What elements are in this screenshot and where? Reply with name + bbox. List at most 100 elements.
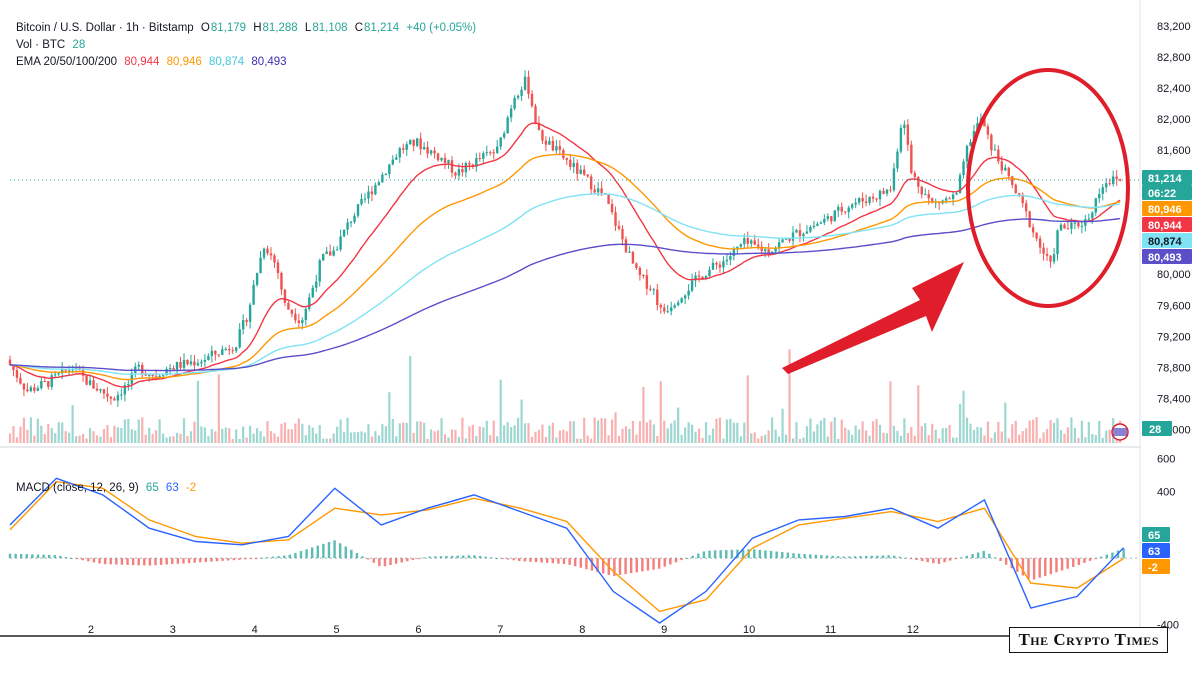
candle-body xyxy=(861,198,864,202)
candle-body xyxy=(325,251,328,255)
volume-bar xyxy=(892,425,896,443)
candle-body xyxy=(377,182,381,185)
macd-hist-bar xyxy=(613,558,616,576)
macd-hist-bar xyxy=(148,558,152,566)
candle-body xyxy=(154,375,158,377)
volume-bar xyxy=(555,437,558,443)
candle-body xyxy=(830,216,833,222)
volume-bar xyxy=(123,419,126,443)
candle-body xyxy=(19,377,22,384)
candle-body xyxy=(492,152,495,154)
candle-body xyxy=(621,228,624,240)
candle-body xyxy=(489,152,492,154)
candle-body xyxy=(628,251,631,253)
macd-hist-bar xyxy=(294,552,297,559)
candle-body xyxy=(419,138,422,150)
volume-bar xyxy=(777,436,781,443)
volume-bar xyxy=(931,423,934,443)
candle-body xyxy=(464,162,468,173)
macd-hist-bar xyxy=(490,557,493,559)
candle-body xyxy=(882,190,885,194)
volume-bar xyxy=(548,425,551,443)
macd-hist-bar xyxy=(971,554,974,559)
candle-body xyxy=(151,374,154,376)
price-tick-label: 82,400 xyxy=(1157,83,1191,95)
volume-bar xyxy=(760,436,763,443)
volume-bar xyxy=(186,436,189,443)
macd-hist-bar xyxy=(960,557,963,559)
macd-hist-bar xyxy=(394,558,398,564)
volume-bar xyxy=(172,436,175,443)
volume-bar xyxy=(471,424,474,443)
candle-body xyxy=(781,239,784,243)
macd-hist-bar xyxy=(445,556,448,559)
candle-body xyxy=(450,160,454,173)
candle-body xyxy=(805,231,809,234)
macd-hist-bar xyxy=(283,555,286,559)
macd-hist-bar xyxy=(473,555,476,559)
volume-bar xyxy=(562,429,565,443)
volume-bar xyxy=(513,425,516,443)
volume-bar xyxy=(784,434,788,443)
macd-hist-value: 65 xyxy=(145,482,159,494)
candle-body xyxy=(854,202,857,205)
candle-body xyxy=(148,374,151,376)
volume-bar xyxy=(523,423,527,443)
volume-bar xyxy=(906,432,909,443)
volume-bar xyxy=(262,436,266,443)
volume-bar xyxy=(158,419,161,443)
volume-bar xyxy=(280,423,283,443)
macd-hist-bar xyxy=(25,554,28,559)
candle-body xyxy=(1031,227,1035,233)
candle-body xyxy=(635,263,638,268)
candle-body xyxy=(760,246,763,251)
candle-body xyxy=(241,320,245,330)
candle-body xyxy=(297,320,301,323)
macd-hist-bar xyxy=(926,558,929,563)
volume-bar xyxy=(830,421,833,443)
volume-bar xyxy=(217,374,220,443)
countdown-badge-label: 06:22 xyxy=(1148,188,1176,200)
candle-body xyxy=(12,364,15,371)
candle-body xyxy=(523,76,527,90)
macd-hist-bar xyxy=(109,558,112,565)
volume-bar xyxy=(861,421,864,443)
candle-body xyxy=(71,369,74,371)
macd-hist-bar xyxy=(747,549,750,559)
candle-body xyxy=(144,374,147,376)
macd-hist-bar xyxy=(8,553,12,559)
candle-body xyxy=(1045,253,1049,256)
volume-bar xyxy=(381,423,384,443)
macd-hist-bar xyxy=(428,556,431,559)
volume-bar xyxy=(534,431,537,443)
candle-body xyxy=(659,305,662,308)
macd-hist-bar xyxy=(1027,558,1030,580)
candle-body xyxy=(1056,230,1059,255)
candle-body xyxy=(802,233,805,237)
candle-body xyxy=(447,160,450,164)
volume-bar xyxy=(927,435,930,443)
volume-bar xyxy=(454,429,457,443)
macd-hist-bar xyxy=(327,542,331,559)
candle-body xyxy=(931,198,934,203)
macd-hist-bar xyxy=(221,558,224,561)
candle-body xyxy=(61,368,64,374)
volume-bar xyxy=(238,438,241,443)
volume-bar xyxy=(551,422,554,443)
last-price-badge-label: 81,214 xyxy=(1148,173,1183,185)
macd-hist-bar xyxy=(372,558,375,563)
price-tick-label: 82,000 xyxy=(1157,114,1191,126)
macd-hist-bar xyxy=(260,557,264,559)
candle-body xyxy=(1063,224,1066,229)
volume-bar xyxy=(405,423,408,443)
volume-bar xyxy=(951,437,955,443)
candle-body xyxy=(516,95,520,98)
candle-body xyxy=(335,249,339,251)
volume-bar xyxy=(311,427,314,443)
candle-body xyxy=(33,387,36,391)
volume-bar xyxy=(962,390,965,443)
volume-bar xyxy=(68,432,71,443)
macd-hist-bar xyxy=(719,550,722,559)
candle-body xyxy=(367,191,370,199)
volume-bar xyxy=(384,426,387,443)
